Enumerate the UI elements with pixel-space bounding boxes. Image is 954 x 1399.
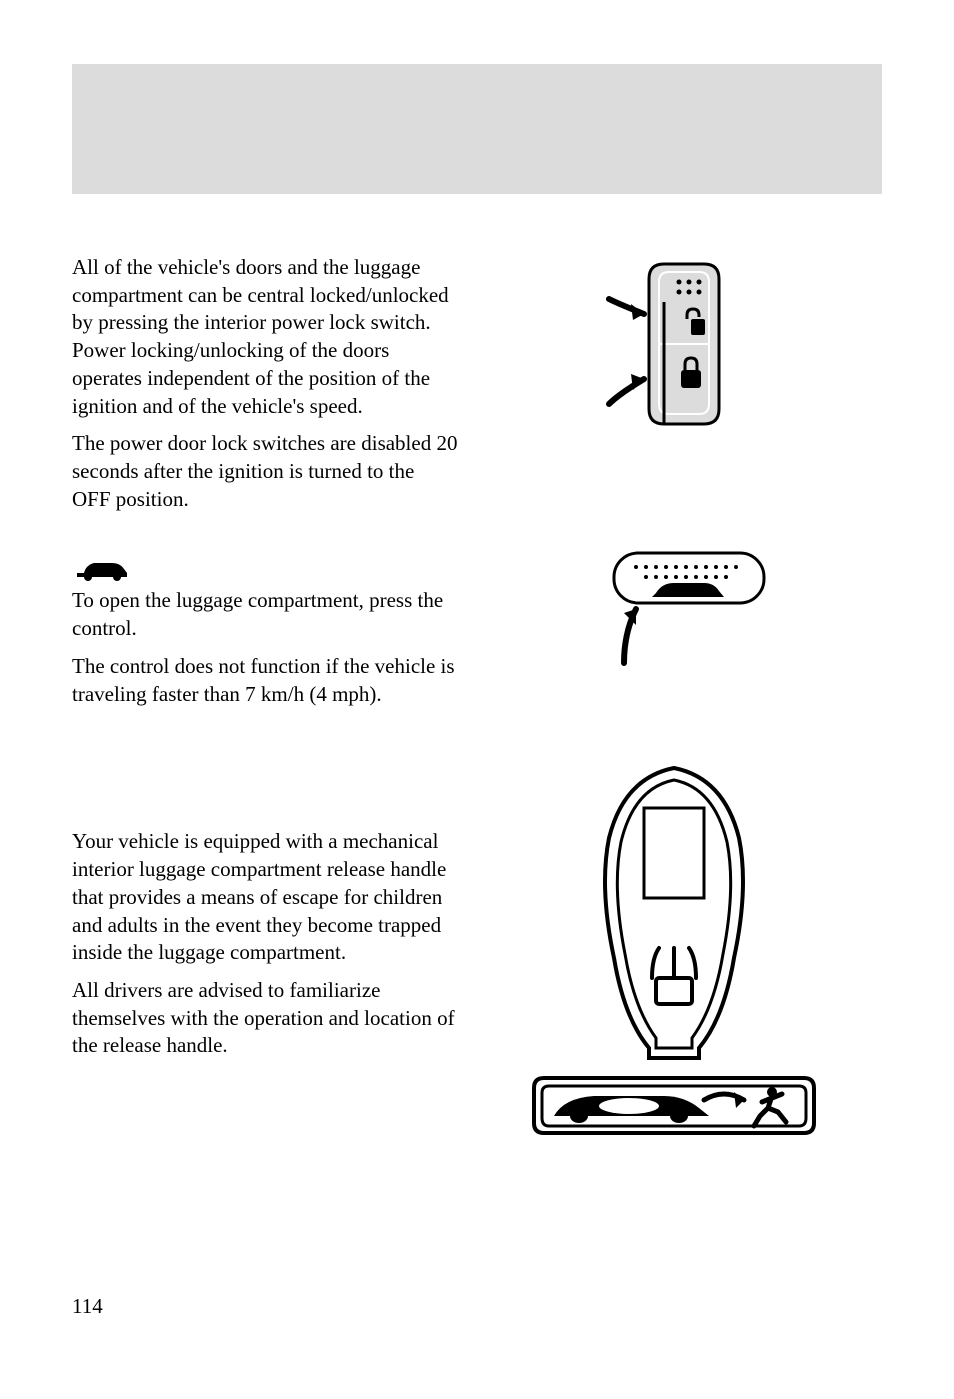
paragraph: All of the vehicle's doors and the lugga…	[72, 254, 458, 420]
paragraph: To open the luggage compartment, press t…	[72, 587, 458, 642]
section-interior-release: Your vehicle is equipped with a mechanic…	[72, 758, 882, 1138]
paragraph: All drivers are advised to familiarize t…	[72, 977, 458, 1060]
figure-column	[466, 758, 882, 1138]
header-band	[72, 64, 882, 194]
section-luggage-release: To open the luggage compartment, press t…	[72, 543, 882, 718]
section-power-door-locks: All of the vehicle's doors and the lugga…	[72, 254, 882, 523]
text-column: To open the luggage compartment, press t…	[72, 543, 466, 718]
page-content: All of the vehicle's doors and the lugga…	[72, 254, 882, 1158]
paragraph: The power door lock switches are disable…	[72, 430, 458, 513]
figure-column	[466, 254, 882, 523]
heading-car-icon	[72, 553, 458, 583]
figure-column	[466, 543, 882, 718]
paragraph: Your vehicle is equipped with a mechanic…	[72, 828, 458, 967]
lock-switch-icon	[589, 254, 759, 444]
trunk-release-handle-icon	[524, 758, 824, 1138]
trunk-release-control-icon	[574, 543, 774, 683]
page-number: 114	[72, 1294, 103, 1319]
text-column: All of the vehicle's doors and the lugga…	[72, 254, 466, 523]
paragraph: The control does not function if the veh…	[72, 653, 458, 708]
text-column: Your vehicle is equipped with a mechanic…	[72, 758, 466, 1138]
